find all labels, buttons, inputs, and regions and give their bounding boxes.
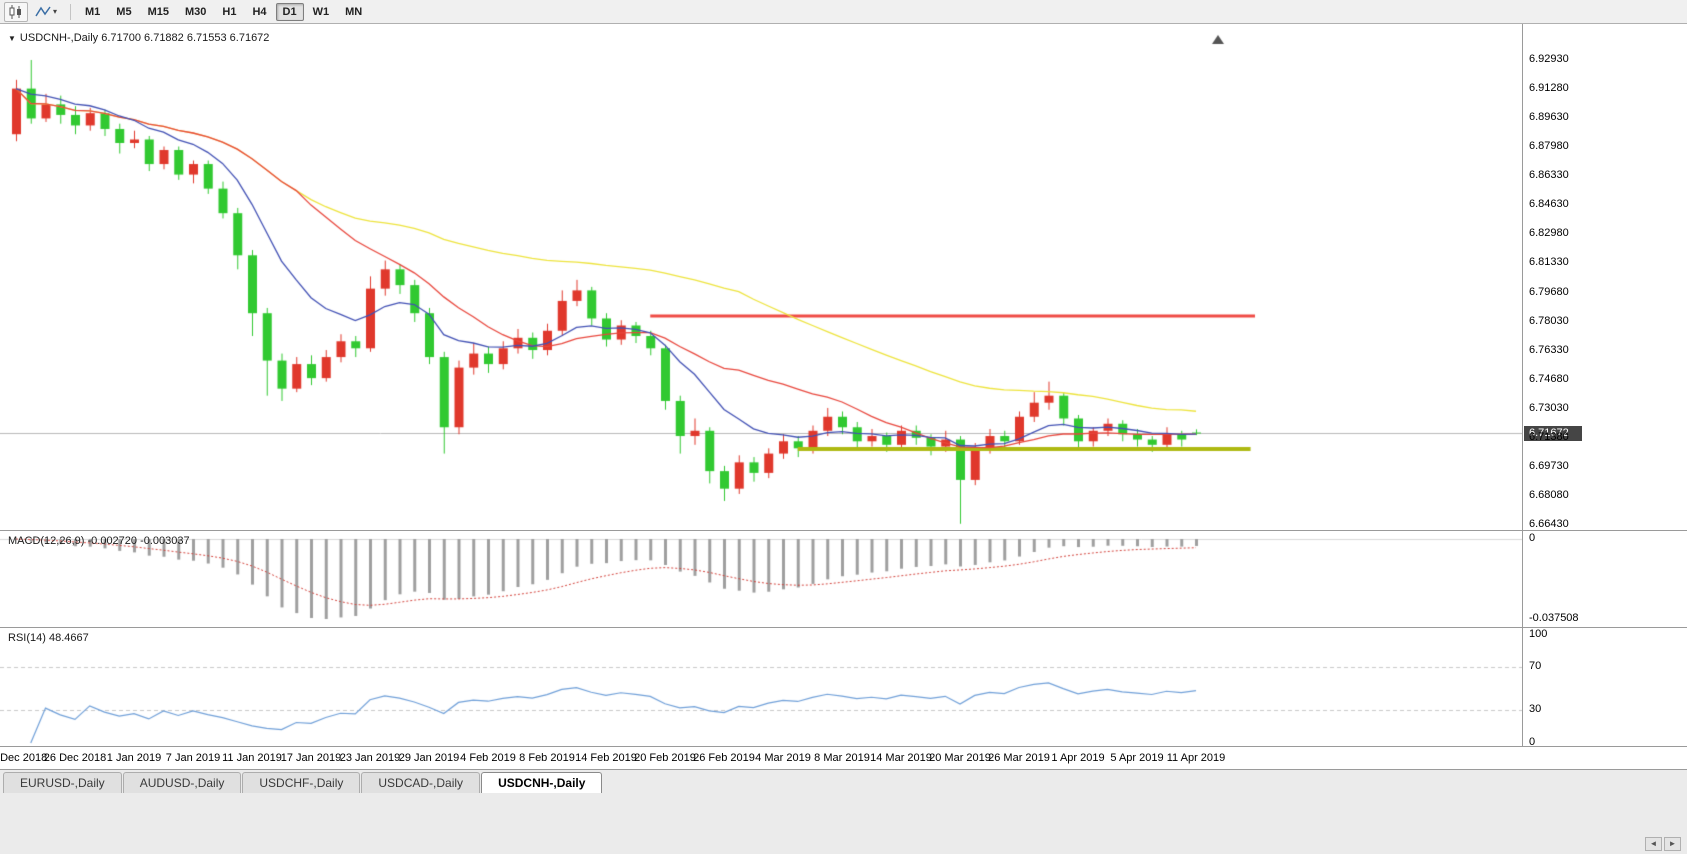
price-axis-label: 6.71380 (1529, 431, 1569, 443)
price-axis-label: 6.92930 (1529, 53, 1569, 65)
timeframe-button-m1[interactable]: M1 (78, 3, 107, 21)
price-axis-label: 6.82980 (1529, 227, 1569, 239)
price-axis[interactable]: 6.71672 6.929306.912806.896306.879806.86… (1523, 24, 1687, 530)
price-axis-label: 6.86330 (1529, 169, 1569, 181)
date-axis-label: 20 Mar 2019 (929, 752, 991, 764)
date-axis-label: 20 Feb 2019 (634, 752, 696, 764)
chart-tab-audusd[interactable]: AUDUSD-,Daily (123, 772, 242, 793)
date-axis-label: 14 Feb 2019 (575, 752, 637, 764)
macd-axis-min: -0.037508 (1529, 612, 1579, 624)
rsi-axis-30: 30 (1529, 703, 1541, 715)
rsi-panel: RSI(14) 48.4667 100 70 30 0 (0, 628, 1687, 746)
macd-axis[interactable]: 0 -0.037508 (1523, 531, 1687, 627)
tabs-scroll-left-button[interactable]: ◄ (1645, 837, 1662, 851)
price-axis-label: 6.91280 (1529, 82, 1569, 94)
timeframe-button-d1[interactable]: D1 (276, 3, 304, 21)
rsi-label: RSI(14) 48.4667 (8, 632, 89, 644)
price-axis-label: 6.81330 (1529, 256, 1569, 268)
chart-tabbar: EURUSD-,DailyAUDUSD-,DailyUSDCHF-,DailyU… (0, 769, 1687, 854)
chart-tab-usdcad[interactable]: USDCAD-,Daily (361, 772, 480, 793)
price-axis-label: 6.73030 (1529, 402, 1569, 414)
chart-tab-usdchf[interactable]: USDCHF-,Daily (242, 772, 360, 793)
chart-tabs: EURUSD-,DailyAUDUSD-,DailyUSDCHF-,DailyU… (3, 772, 603, 793)
price-axis-label: 6.74680 (1529, 373, 1569, 385)
macd-axis-zero: 0 (1529, 532, 1535, 544)
dropdown-arrow-icon: ▾ (53, 7, 57, 16)
date-axis-label: 20 Dec 2018 (0, 752, 47, 764)
axis-separator (1522, 24, 1523, 747)
chart-context-icon[interactable]: ▼ (8, 34, 16, 43)
date-axis-label: 1 Apr 2019 (1051, 752, 1104, 764)
price-axis-label: 6.68080 (1529, 489, 1569, 501)
date-axis-label: 26 Mar 2019 (988, 752, 1050, 764)
rsi-axis-70: 70 (1529, 660, 1541, 672)
date-axis-label: 26 Feb 2019 (693, 752, 755, 764)
rsi-canvas[interactable] (0, 628, 1522, 746)
date-axis-label: 29 Jan 2019 (399, 752, 460, 764)
price-axis-label: 6.87980 (1529, 140, 1569, 152)
date-axis-label: 1 Jan 2019 (107, 752, 161, 764)
date-axis[interactable]: 20 Dec 201826 Dec 20181 Jan 2019 7 Jan 20… (0, 747, 1687, 769)
chart-type-button[interactable] (4, 2, 28, 22)
price-axis-label: 6.84630 (1529, 198, 1569, 210)
date-axis-label: 26 Dec 2018 (44, 752, 106, 764)
price-axis-label: 6.69730 (1529, 460, 1569, 472)
price-axis-label: 6.78030 (1529, 315, 1569, 327)
zigzag-icon (35, 5, 51, 19)
mt4-window: ▾ M1M5M15M30H1H4D1W1MN ▼ USDCNH-,Daily 6.… (0, 0, 1687, 854)
toolbar: ▾ M1M5M15M30H1H4D1W1MN (0, 0, 1687, 24)
date-axis-label: 11 Apr 2019 (1167, 752, 1226, 764)
macd-values: -0.002720 -0.003037 (87, 535, 189, 547)
price-axis-label: 6.89630 (1529, 111, 1569, 123)
date-axis-label: 11 Jan 2019 (222, 752, 282, 764)
timeframe-button-m30[interactable]: M30 (178, 3, 213, 21)
candlestick-chart-icon (8, 4, 24, 20)
main-chart-canvas[interactable] (0, 24, 1522, 530)
timeframe-button-h4[interactable]: H4 (245, 3, 273, 21)
price-axis-label: 6.76330 (1529, 344, 1569, 356)
rsi-name: RSI(14) (8, 632, 46, 644)
price-axis-label: 6.66430 (1529, 518, 1569, 530)
main-chart-panel: ▼ USDCNH-,Daily 6.71700 6.71882 6.71553 6… (0, 24, 1687, 530)
tabs-scroll-right-button[interactable]: ► (1664, 837, 1681, 851)
rsi-axis[interactable]: 100 70 30 0 (1523, 628, 1687, 746)
chart-tab-usdcnh[interactable]: USDCNH-,Daily (481, 772, 602, 793)
macd-panel: MACD(12,26,9) -0.002720 -0.003037 0 -0.0… (0, 531, 1687, 627)
rsi-axis-100: 100 (1529, 628, 1547, 640)
toolbar-separator (70, 4, 71, 20)
chart-title: ▼ USDCNH-,Daily 6.71700 6.71882 6.71553 6… (8, 32, 269, 44)
date-axis-label: 14 Mar 2019 (870, 752, 932, 764)
chart-tab-eurusd[interactable]: EURUSD-,Daily (3, 772, 122, 793)
tab-scroll: ◄ ► (1645, 837, 1681, 851)
macd-label: MACD(12,26,9) -0.002720 -0.003037 (8, 535, 190, 547)
timeframe-button-mn[interactable]: MN (338, 3, 369, 21)
date-axis-label: 23 Jan 2019 (340, 752, 401, 764)
timeframe-buttons: M1M5M15M30H1H4D1W1MN (77, 3, 370, 21)
macd-canvas[interactable] (0, 531, 1522, 627)
date-axis-label: 8 Feb 2019 (519, 752, 575, 764)
date-axis-label: 4 Feb 2019 (460, 752, 516, 764)
price-axis-label: 6.79680 (1529, 286, 1569, 298)
date-axis-label: 4 Mar 2019 (755, 752, 811, 764)
timeframe-button-m15[interactable]: M15 (141, 3, 176, 21)
date-axis-label: 17 Jan 2019 (281, 752, 342, 764)
macd-name: MACD(12,26,9) (8, 535, 84, 547)
chart-title-text: USDCNH-,Daily 6.71700 6.71882 6.71553 6.… (20, 32, 270, 44)
date-axis-label: 7 Jan 2019 (166, 752, 220, 764)
rsi-value: 48.4667 (49, 632, 89, 644)
drawing-tools-button[interactable]: ▾ (31, 2, 61, 22)
timeframe-button-m5[interactable]: M5 (109, 3, 138, 21)
timeframe-button-w1[interactable]: W1 (306, 3, 337, 21)
date-axis-label: 5 Apr 2019 (1110, 752, 1163, 764)
date-axis-label: 8 Mar 2019 (814, 752, 870, 764)
timeframe-button-h1[interactable]: H1 (215, 3, 243, 21)
